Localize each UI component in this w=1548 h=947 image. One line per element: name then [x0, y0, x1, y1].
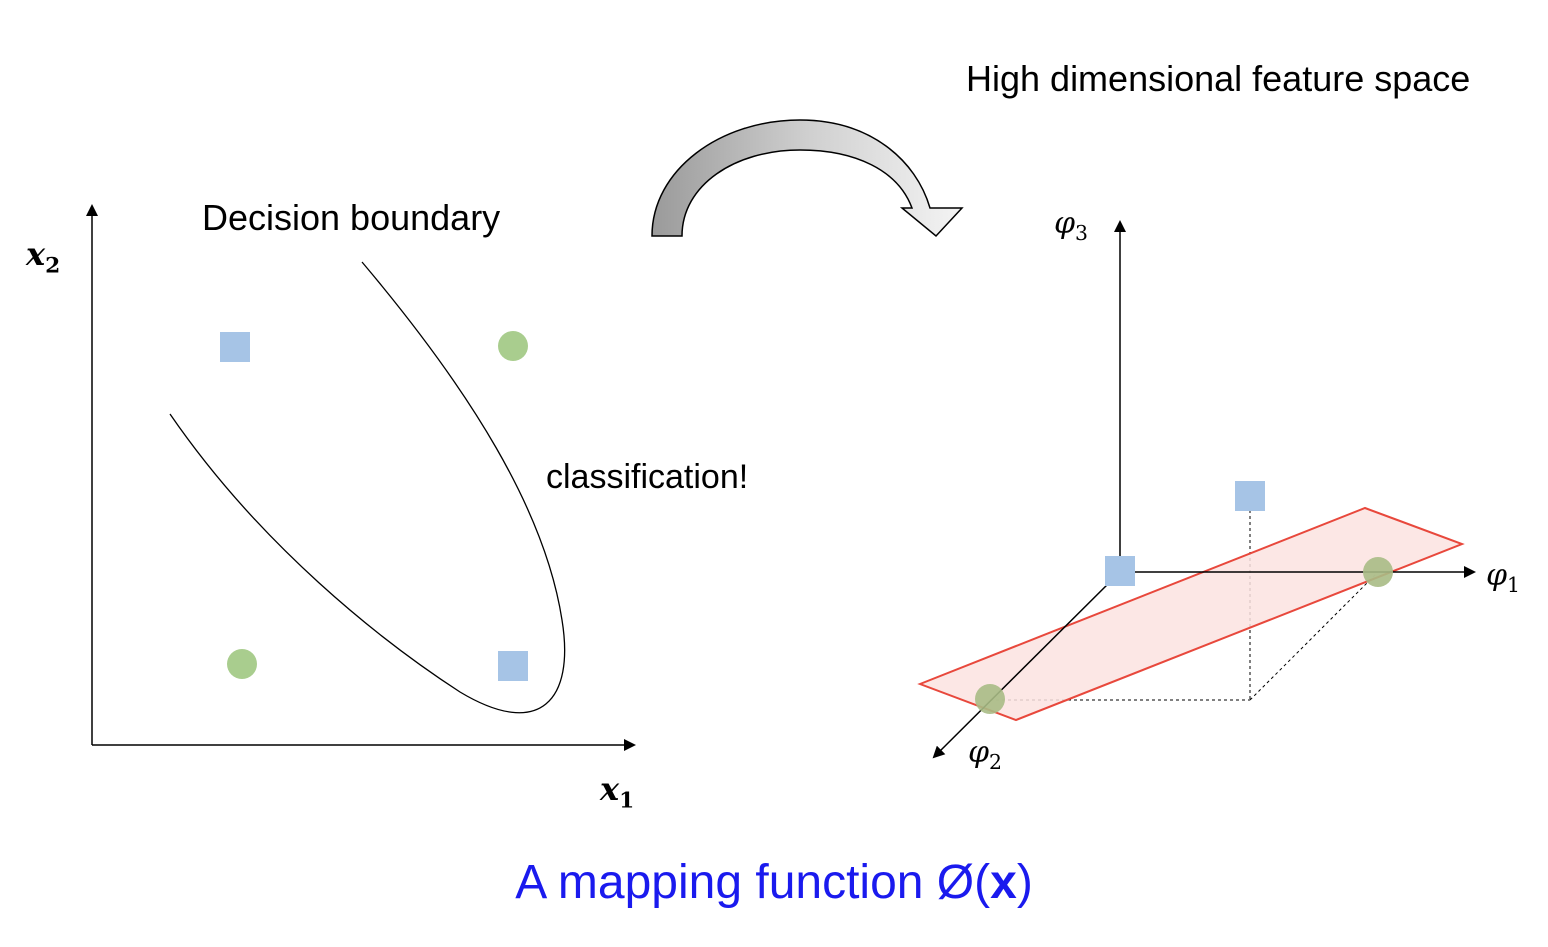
phi2-axis-label: φ2: [968, 735, 1002, 774]
caption-text: A mapping function Ø(: [515, 856, 991, 909]
caption-bold-x: x: [990, 856, 1017, 909]
circle-point-phi2: [975, 684, 1005, 714]
phi1-axis-label: φ1: [1486, 558, 1520, 597]
phi3-base: φ: [1054, 206, 1076, 241]
x1-axis-label: x1: [600, 770, 634, 814]
square-point-bottom-right: [498, 651, 528, 681]
circle-point-top-right: [498, 331, 528, 361]
x1-sub: 1: [619, 788, 635, 814]
square-point-origin: [1105, 556, 1135, 586]
square-point-top-left: [220, 332, 250, 362]
separating-plane: [917, 506, 1465, 722]
caption: A mapping function Ø(x): [0, 855, 1548, 910]
phi1-base: φ: [1486, 558, 1508, 593]
caption-close: ): [1016, 856, 1033, 909]
x1-base: x: [600, 770, 620, 808]
phi2-axis: [932, 571, 1121, 759]
circle-point-bottom-left: [227, 649, 257, 679]
decision-boundary-curve: [169, 261, 566, 714]
feature-space-title: High dimensional feature space: [966, 58, 1471, 99]
circle-point-phi1: [1363, 557, 1393, 587]
x2-sub: 2: [45, 253, 61, 279]
mapping-arrow: [651, 119, 964, 238]
left-plot: [86, 204, 636, 751]
x2-axis-label: x2: [26, 235, 60, 279]
x2-base: x: [26, 235, 46, 273]
phi2-base: φ: [968, 735, 990, 770]
decision-boundary-label: Decision boundary: [202, 197, 501, 238]
phi3-sub: 3: [1075, 221, 1088, 246]
phi3-axis-label: φ3: [1054, 206, 1088, 245]
projection-line-diagonal: [1249, 571, 1379, 701]
right-plot: [917, 220, 1476, 759]
square-point-elevated: [1235, 481, 1265, 511]
phi2-sub: 2: [989, 750, 1002, 775]
classification-label: classification!: [546, 458, 749, 496]
phi1-sub: 1: [1507, 573, 1520, 598]
